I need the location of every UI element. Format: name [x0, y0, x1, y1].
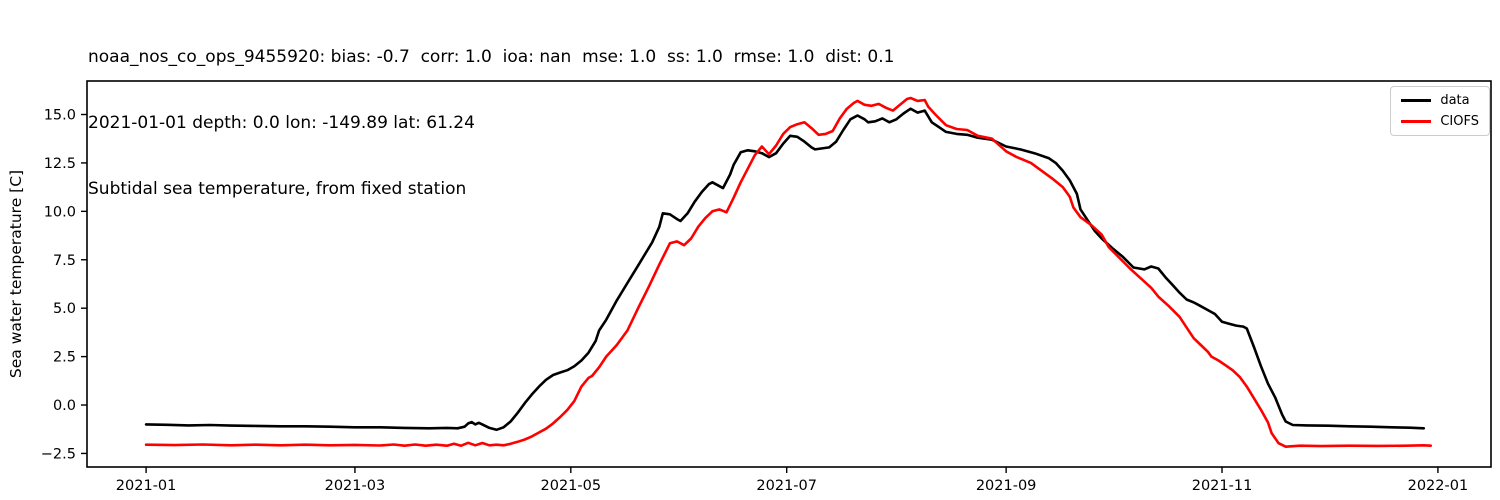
legend-entry-CIOFS: CIOFS — [1401, 115, 1479, 128]
y-tick-label: 2.5 — [53, 350, 76, 366]
series-line-data — [144, 107, 1426, 432]
legend-label: CIOFS — [1440, 114, 1479, 129]
y-tick-label: 10.0 — [44, 204, 76, 220]
y-tick-label: 0.0 — [53, 398, 76, 414]
plot-frame — [86, 80, 1492, 468]
title-line-stats: noaa_nos_co_ops_9455920: bias: -0.7 corr… — [88, 47, 895, 67]
title-line-location: 2021-01-01 depth: 0.0 lon: -149.89 lat: … — [88, 113, 475, 133]
legend-line-swatch — [1401, 99, 1432, 102]
legend-label: data — [1440, 93, 1470, 108]
x-tick-label: 2021-07 — [756, 478, 817, 494]
y-tick-label: 15.0 — [44, 108, 76, 124]
y-tick-label: 7.5 — [53, 253, 76, 269]
y-tick-label: 5.0 — [53, 301, 76, 317]
legend: data CIOFS — [1390, 86, 1490, 136]
x-tick-label: 2021-01 — [116, 478, 177, 494]
x-tick-label: 2022-01 — [1408, 478, 1469, 494]
x-tick-label: 2021-05 — [541, 478, 602, 494]
x-tick-label: 2021-03 — [325, 478, 386, 494]
y-tick-label: 12.5 — [44, 156, 76, 172]
chart-title-block: noaa_nos_co_ops_9455920: bias: -0.7 corr… — [88, 2, 894, 244]
legend-line-swatch — [1401, 120, 1432, 123]
series-line-CIOFS — [144, 96, 1433, 448]
y-tick-label: −2.5 — [41, 446, 76, 462]
title-line-description: Subtidal sea temperature, from fixed sta… — [88, 179, 467, 199]
x-tick-label: 2021-11 — [1192, 478, 1253, 494]
x-tick-label: 2021-09 — [976, 478, 1037, 494]
legend-entry-data: data — [1401, 94, 1479, 107]
